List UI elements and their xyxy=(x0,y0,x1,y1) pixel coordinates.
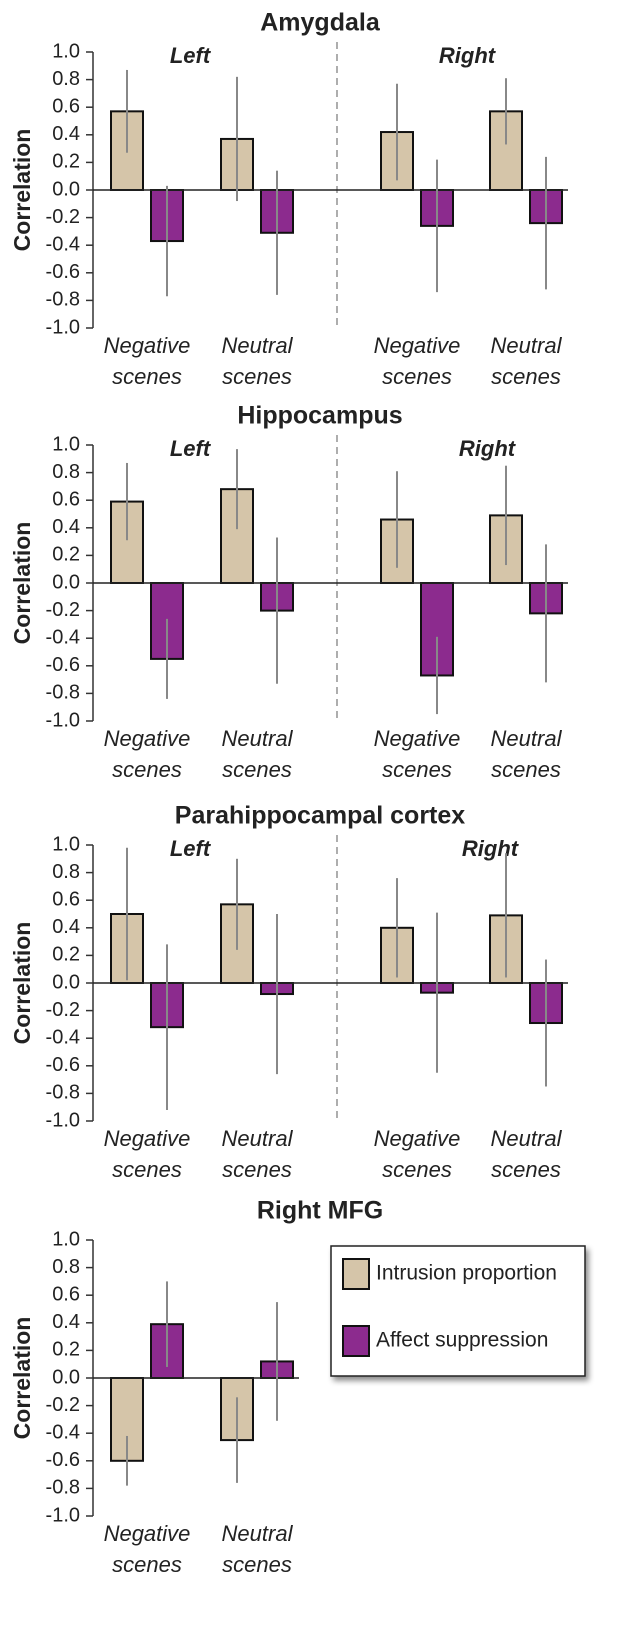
y-tick-label: -0.8 xyxy=(46,1477,80,1499)
y-tick-label: 0.0 xyxy=(52,1366,80,1388)
x-tick-label: Neutral scenes xyxy=(221,1521,293,1577)
x-tick-label: Neutral scenes xyxy=(221,726,293,782)
x-tick-label: Neutral scenes xyxy=(221,1126,293,1182)
y-tick-label: -0.6 xyxy=(46,654,80,676)
y-tick-label: -0.6 xyxy=(46,1054,80,1076)
chart-title: Amygdala xyxy=(260,9,381,37)
y-tick-label: 0.0 xyxy=(52,571,80,593)
annotation: Left xyxy=(170,436,212,461)
x-tick-label: Negative scenes xyxy=(103,726,191,782)
chart-title: Right MFG xyxy=(257,1197,383,1225)
y-tick-label: -1.0 xyxy=(46,1504,80,1526)
x-tick-label: Negative scenes xyxy=(103,1126,191,1182)
y-tick-label: -0.4 xyxy=(46,1026,80,1048)
x-tick-label: Neutral scenes xyxy=(221,333,293,389)
y-tick-label: -0.4 xyxy=(46,233,80,255)
y-tick-label: -0.2 xyxy=(46,206,80,228)
legend-label: Intrusion proportion xyxy=(376,1262,557,1285)
y-tick-label: 0.8 xyxy=(52,68,80,90)
y-tick-label: 1.0 xyxy=(52,1228,80,1250)
annotation: Left xyxy=(170,836,212,861)
y-tick-label: -0.8 xyxy=(46,289,80,311)
y-tick-label: 0.4 xyxy=(52,123,80,145)
y-tick-label: 0.6 xyxy=(52,888,80,910)
x-tick-label: Neutral scenes xyxy=(490,1126,562,1182)
legend-label: Affect suppression xyxy=(376,1329,548,1352)
x-tick-label: Negative scenes xyxy=(103,1521,191,1577)
y-tick-label: -0.2 xyxy=(46,999,80,1021)
y-tick-label: 0.2 xyxy=(52,151,80,173)
y-tick-label: 0.0 xyxy=(52,971,80,993)
annotation: Right xyxy=(459,436,517,461)
y-tick-label: -0.4 xyxy=(46,626,80,648)
y-tick-label: -0.8 xyxy=(46,1082,80,1104)
y-tick-label: 0.2 xyxy=(52,544,80,566)
y-axis-label: Correlation xyxy=(9,522,35,645)
y-tick-label: -1.0 xyxy=(46,709,80,731)
y-tick-label: -0.6 xyxy=(46,1449,80,1471)
y-tick-label: 0.6 xyxy=(52,95,80,117)
y-tick-label: 0.0 xyxy=(52,178,80,200)
x-tick-label: Negative scenes xyxy=(373,726,461,782)
y-tick-label: 0.4 xyxy=(52,1311,80,1333)
y-tick-label: 0.4 xyxy=(52,516,80,538)
y-tick-label: 1.0 xyxy=(52,40,80,62)
x-tick-label: Negative scenes xyxy=(373,1126,461,1182)
x-tick-label: Neutral scenes xyxy=(490,726,562,782)
y-axis-label: Correlation xyxy=(9,129,35,252)
y-tick-label: -0.8 xyxy=(46,682,80,704)
chart-title: Hippocampus xyxy=(237,402,402,430)
annotation: Left xyxy=(170,43,212,68)
y-tick-label: 0.8 xyxy=(52,1256,80,1278)
y-tick-label: -0.2 xyxy=(46,599,80,621)
y-tick-label: 0.4 xyxy=(52,916,80,938)
y-tick-label: -1.0 xyxy=(46,316,80,338)
y-tick-label: -0.2 xyxy=(46,1394,80,1416)
legend-swatch xyxy=(342,1258,370,1290)
y-tick-label: -0.4 xyxy=(46,1421,80,1443)
y-axis-label: Correlation xyxy=(9,922,35,1045)
y-tick-label: -1.0 xyxy=(46,1109,80,1131)
y-tick-label: 0.6 xyxy=(52,1283,80,1305)
annotation: Right xyxy=(462,836,520,861)
y-tick-label: 0.8 xyxy=(52,861,80,883)
y-tick-label: -0.6 xyxy=(46,261,80,283)
chart-title: Parahippocampal cortex xyxy=(175,802,465,830)
x-tick-label: Negative scenes xyxy=(103,333,191,389)
annotation: Right xyxy=(439,43,497,68)
y-tick-label: 0.8 xyxy=(52,461,80,483)
x-tick-label: Neutral scenes xyxy=(490,333,562,389)
legend-box xyxy=(330,1245,586,1377)
y-tick-label: 1.0 xyxy=(52,433,80,455)
y-axis-label: Correlation xyxy=(9,1317,35,1440)
y-tick-label: 1.0 xyxy=(52,833,80,855)
legend-swatch xyxy=(342,1325,370,1357)
y-tick-label: 0.6 xyxy=(52,488,80,510)
y-tick-label: 0.2 xyxy=(52,944,80,966)
x-tick-label: Negative scenes xyxy=(373,333,461,389)
y-tick-label: 0.2 xyxy=(52,1339,80,1361)
